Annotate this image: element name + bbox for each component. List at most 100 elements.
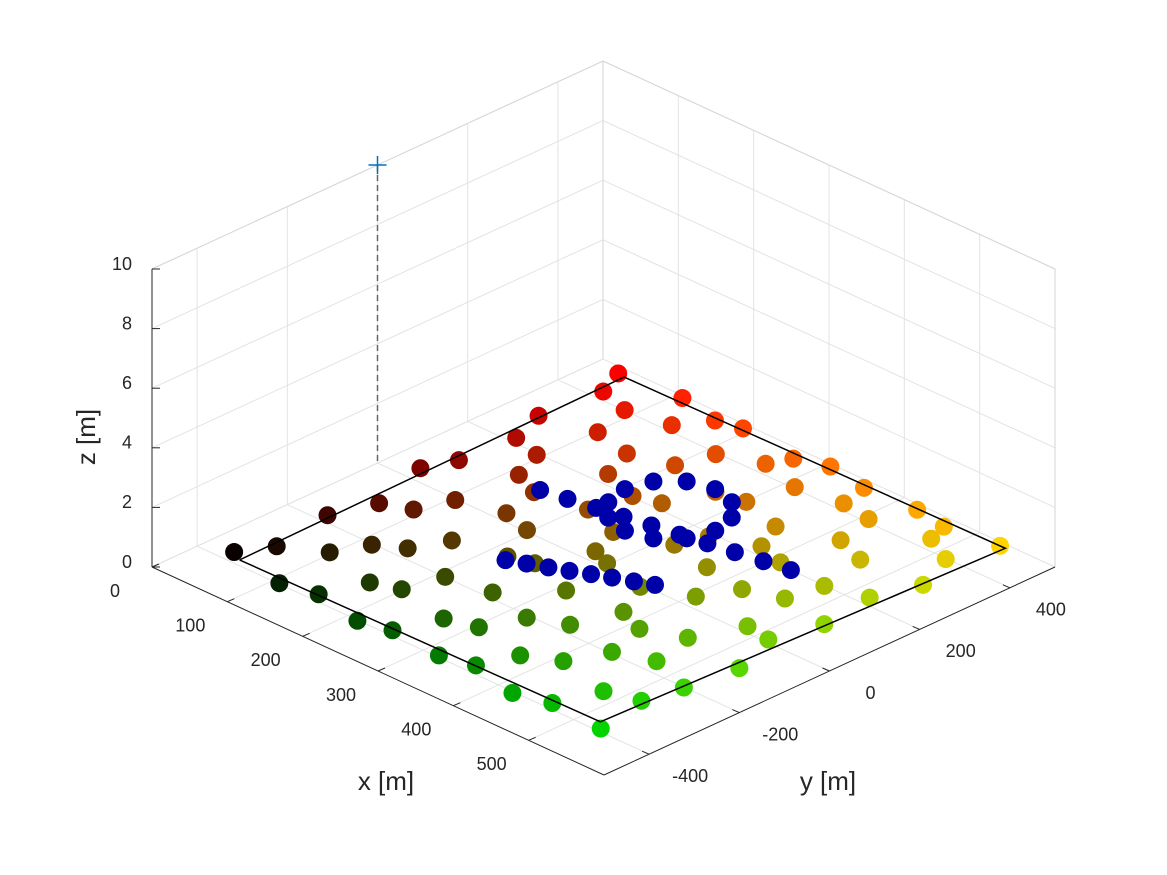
y-tick-label: 200 — [946, 641, 976, 661]
point — [496, 551, 515, 570]
point — [754, 552, 773, 571]
point — [815, 615, 834, 634]
point — [834, 494, 853, 513]
point — [320, 543, 339, 562]
point — [815, 576, 834, 595]
point — [411, 459, 430, 478]
point — [539, 558, 558, 577]
z-axis-label: z [m] — [71, 409, 101, 465]
point — [591, 719, 610, 738]
point — [436, 567, 455, 586]
point — [614, 602, 633, 621]
point — [784, 449, 803, 468]
point — [647, 652, 666, 671]
point — [646, 575, 665, 594]
point — [630, 619, 649, 638]
point — [529, 406, 548, 425]
point — [908, 500, 927, 519]
x-tick-label: 0 — [110, 581, 120, 601]
point — [362, 535, 381, 554]
tick-mark — [641, 750, 650, 755]
point — [722, 493, 741, 512]
point — [554, 652, 573, 671]
x-tick-label: 500 — [477, 754, 507, 774]
point — [517, 608, 536, 627]
point — [738, 617, 757, 636]
point — [598, 554, 617, 573]
tick-mark — [732, 709, 740, 714]
point — [560, 561, 579, 580]
point — [561, 615, 580, 634]
point — [614, 507, 633, 526]
point — [766, 517, 785, 536]
point — [588, 423, 607, 442]
point — [309, 585, 328, 604]
point — [756, 454, 775, 473]
point — [673, 389, 692, 408]
point — [662, 416, 681, 435]
point — [632, 691, 651, 710]
point — [624, 572, 643, 591]
point — [527, 445, 546, 464]
plot-area — [225, 156, 1010, 738]
point — [859, 510, 878, 529]
point — [706, 480, 725, 499]
tick-mark — [302, 632, 310, 637]
point — [722, 508, 741, 527]
marker — [368, 156, 387, 174]
point — [509, 465, 528, 484]
point — [697, 558, 716, 577]
tick-mark — [1002, 584, 1011, 589]
point — [531, 481, 550, 500]
point — [392, 580, 411, 599]
y-tick-label: 400 — [1036, 600, 1066, 620]
x-tick-label: 300 — [326, 685, 356, 705]
point — [733, 580, 752, 599]
point — [677, 472, 696, 491]
point — [599, 464, 618, 483]
point — [557, 581, 576, 600]
point — [348, 611, 367, 630]
x-tick-label: 200 — [251, 650, 281, 670]
point — [775, 589, 794, 608]
point — [594, 382, 613, 401]
boundary-line — [239, 376, 1008, 723]
point — [483, 583, 502, 602]
point — [383, 621, 402, 640]
point — [225, 543, 244, 562]
point — [582, 565, 601, 584]
point — [267, 537, 286, 556]
point — [698, 534, 717, 553]
y-tick-label: 0 — [865, 683, 875, 703]
point — [922, 529, 941, 548]
point — [404, 500, 423, 519]
point — [434, 609, 453, 628]
x-axis-label: x [m] — [358, 766, 414, 796]
x-tick-label: 400 — [401, 719, 431, 739]
point — [706, 445, 725, 464]
point — [586, 542, 605, 561]
point — [594, 682, 613, 701]
tick-mark — [227, 598, 235, 603]
point — [503, 683, 522, 702]
point — [686, 587, 705, 606]
point — [398, 539, 417, 558]
point — [936, 550, 955, 569]
x-tick-label: 100 — [175, 615, 205, 635]
point — [851, 550, 870, 569]
tick-mark — [822, 667, 830, 672]
point — [507, 428, 526, 447]
point — [642, 516, 661, 535]
point — [785, 478, 804, 497]
point — [666, 456, 685, 475]
point — [558, 489, 577, 508]
point — [615, 480, 634, 499]
point — [615, 521, 634, 540]
point — [511, 646, 530, 665]
point — [449, 451, 468, 470]
point — [725, 543, 744, 562]
y-axis-label: y [m] — [800, 766, 856, 796]
